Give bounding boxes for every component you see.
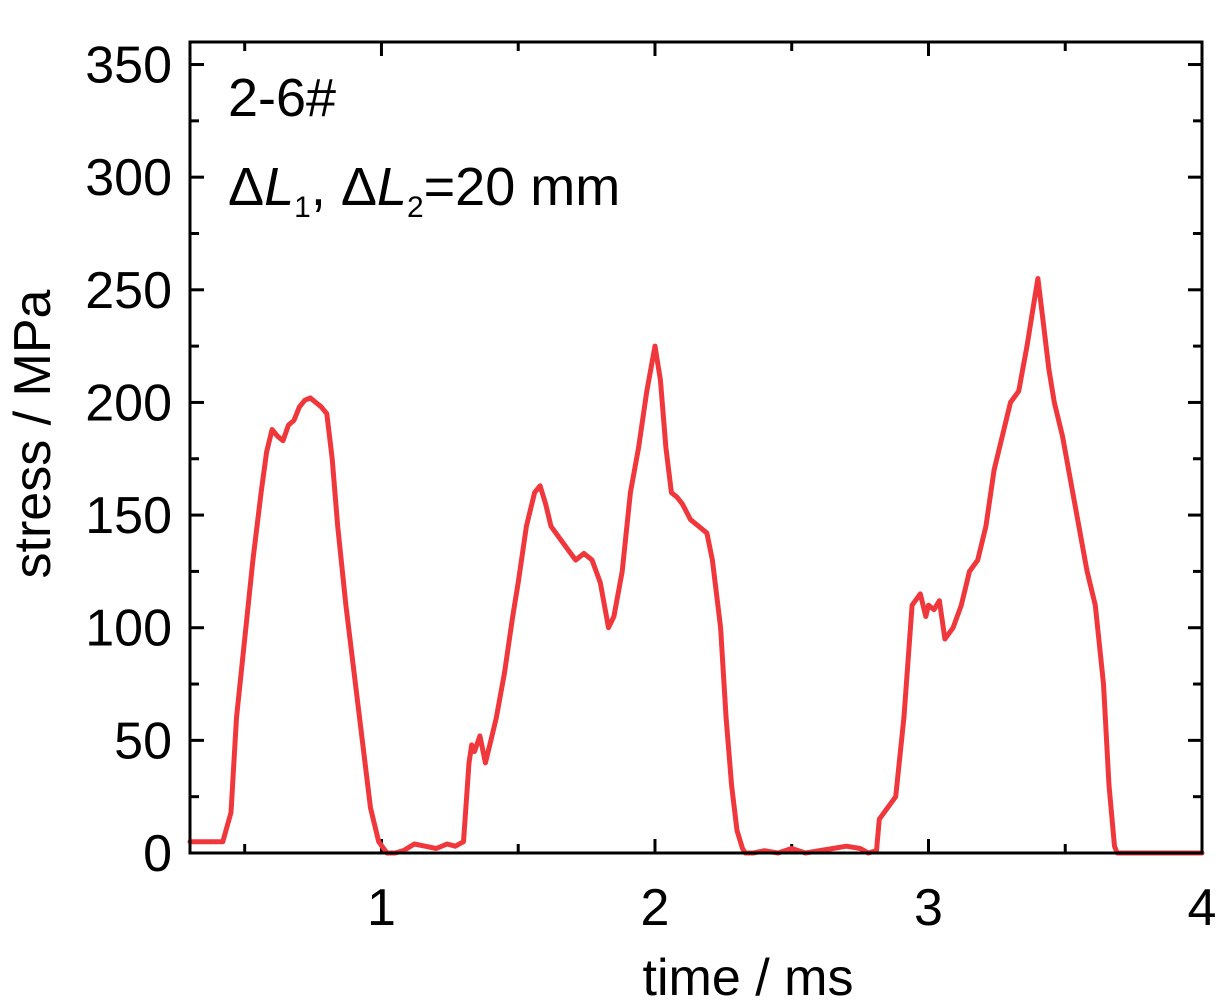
- y-tick-label: 100: [85, 600, 172, 658]
- annotation-l1: L: [264, 157, 294, 217]
- x-tick-label: 2: [641, 879, 670, 937]
- x-tick-label: 1: [367, 879, 396, 937]
- annotation-l2: L: [377, 157, 407, 217]
- annotation-sub2: 2: [407, 191, 424, 224]
- y-tick-label: 200: [85, 374, 172, 432]
- y-axis-title: stress / MPa: [4, 289, 62, 578]
- y-tick-label: 350: [85, 37, 172, 95]
- stress-series-line: [187, 276, 1205, 856]
- annotation-value: =20 mm: [424, 157, 621, 217]
- x-axis-title: time / ms: [643, 949, 854, 1001]
- y-tick-label: 0: [143, 825, 172, 883]
- y-tick-label: 250: [85, 262, 172, 320]
- annotation-sep: , Δ: [311, 157, 377, 217]
- tick-labels: 1 2 3 4 0 50 100 150 200 250 300 350: [85, 37, 1216, 937]
- annotation-sub1: 1: [294, 191, 311, 224]
- y-tick-label: 50: [114, 712, 172, 770]
- y-tick-label: 150: [85, 487, 172, 545]
- plot-frame: [188, 40, 1204, 855]
- y-tick-label: 300: [85, 149, 172, 207]
- x-tick-label: 4: [1188, 879, 1217, 937]
- annotation-specimen: 2-6#: [228, 68, 336, 128]
- x-tick-label: 3: [914, 879, 943, 937]
- annotation-delta: Δ: [228, 157, 264, 217]
- annotation-gap: ΔL1, ΔL2=20 mm: [228, 157, 620, 224]
